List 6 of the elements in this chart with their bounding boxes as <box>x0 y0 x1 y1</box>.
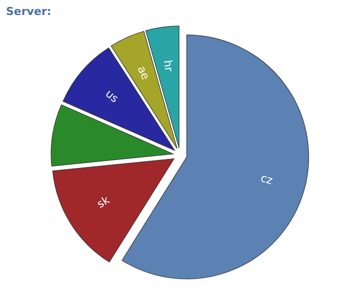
slice-label: sk <box>94 193 112 211</box>
slice-label: us <box>102 87 122 106</box>
slice-label: hr <box>160 59 176 73</box>
slice-label: cz <box>259 171 274 188</box>
chart-title: Server: <box>6 5 52 18</box>
slice-label: ae <box>134 64 152 82</box>
